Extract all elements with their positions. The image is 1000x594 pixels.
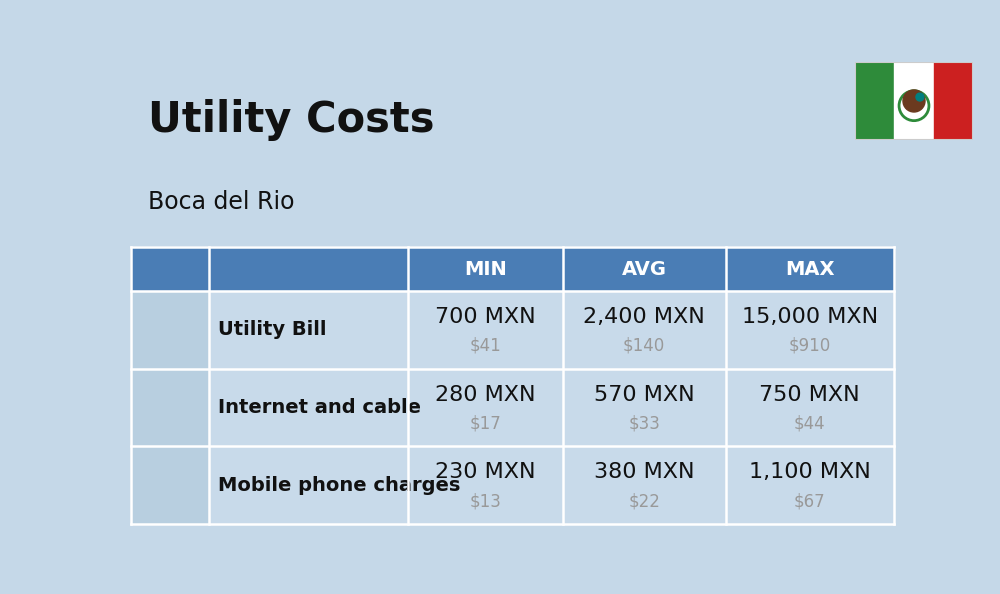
Text: 1,100 MXN: 1,100 MXN — [749, 462, 871, 482]
Circle shape — [903, 90, 925, 112]
Text: $17: $17 — [470, 415, 501, 432]
Text: 230 MXN: 230 MXN — [435, 462, 536, 482]
Text: $140: $140 — [623, 337, 665, 355]
Text: 280 MXN: 280 MXN — [435, 385, 536, 405]
Text: 750 MXN: 750 MXN — [759, 385, 860, 405]
Bar — [934, 62, 973, 140]
Text: Utility Bill: Utility Bill — [218, 320, 326, 339]
Text: $33: $33 — [628, 415, 660, 432]
Text: MAX: MAX — [785, 260, 834, 279]
Text: 380 MXN: 380 MXN — [594, 462, 694, 482]
Text: $13: $13 — [469, 492, 501, 510]
Text: $22: $22 — [628, 492, 660, 510]
Text: $67: $67 — [794, 492, 826, 510]
Text: 2,400 MXN: 2,400 MXN — [583, 307, 705, 327]
Text: 570 MXN: 570 MXN — [594, 385, 695, 405]
Text: MIN: MIN — [464, 260, 507, 279]
Text: AVG: AVG — [622, 260, 667, 279]
Text: Utility Costs: Utility Costs — [148, 99, 435, 141]
Text: Internet and cable: Internet and cable — [218, 398, 421, 417]
Bar — [131, 247, 894, 291]
Text: 15,000 MXN: 15,000 MXN — [742, 307, 878, 327]
Text: Mobile phone charges: Mobile phone charges — [218, 476, 460, 495]
Text: $910: $910 — [789, 337, 831, 355]
Text: $44: $44 — [794, 415, 826, 432]
Bar — [855, 62, 894, 140]
Text: Boca del Rio: Boca del Rio — [148, 190, 295, 214]
Text: $41: $41 — [470, 337, 501, 355]
Circle shape — [916, 93, 924, 101]
Bar — [894, 62, 934, 140]
Text: 700 MXN: 700 MXN — [435, 307, 536, 327]
